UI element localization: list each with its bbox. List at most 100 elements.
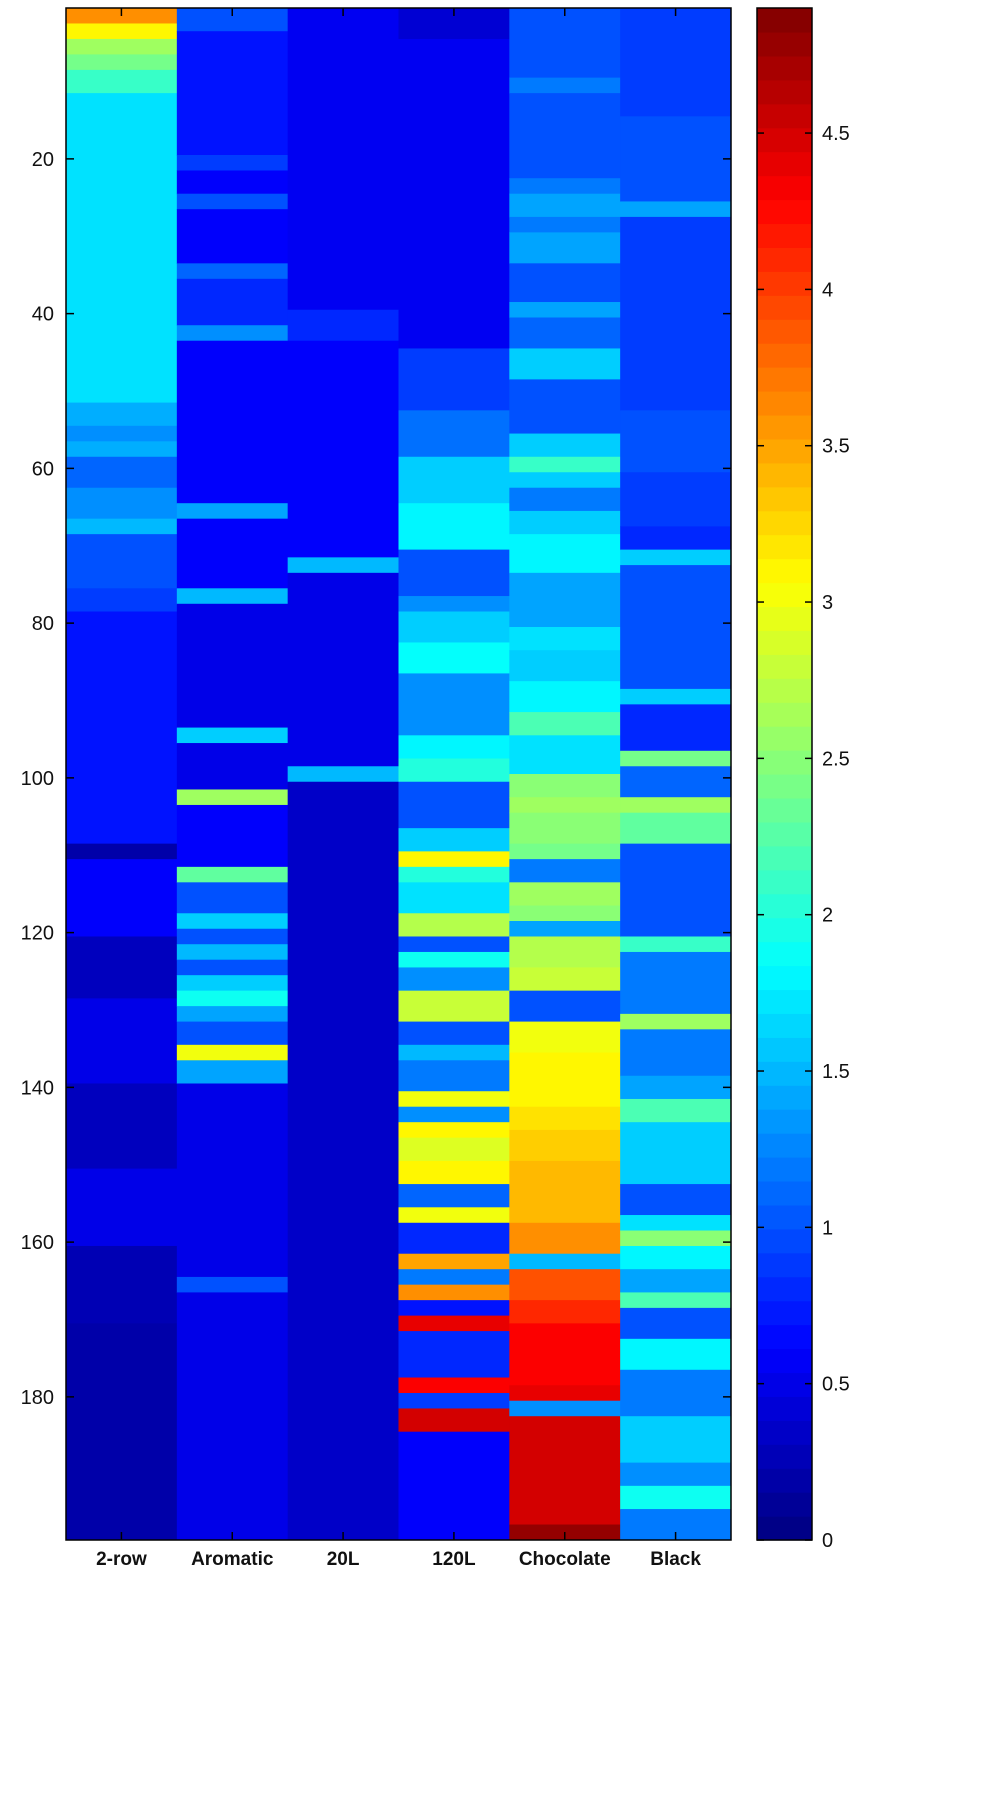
heatmap-cell bbox=[509, 1269, 621, 1301]
heatmap-cell bbox=[176, 743, 289, 790]
heatmap-cell bbox=[509, 650, 621, 682]
heatmap-cell bbox=[509, 774, 621, 798]
heatmap-cell bbox=[66, 1168, 178, 1247]
heatmap-cell bbox=[620, 951, 732, 1015]
heatmap-cell bbox=[509, 8, 621, 79]
heatmap-cell bbox=[509, 216, 621, 233]
colorbar-tick-label: 2.5 bbox=[822, 748, 850, 770]
heatmap-cell bbox=[176, 882, 289, 914]
heatmap-cell bbox=[176, 1292, 289, 1541]
heatmap-cell bbox=[620, 704, 732, 752]
colorbar-step bbox=[757, 1133, 812, 1158]
x-tick-label: 20L bbox=[327, 1549, 360, 1570]
heatmap-cell bbox=[620, 1098, 732, 1123]
heatmap-cell bbox=[620, 526, 732, 551]
colorbar-tick-label: 0 bbox=[822, 1530, 833, 1552]
heatmap-cell bbox=[176, 1083, 289, 1278]
colorbar-tick-label: 0.5 bbox=[822, 1374, 850, 1396]
heatmap-cell bbox=[509, 712, 621, 736]
colorbar-step bbox=[757, 774, 812, 799]
colorbar-step bbox=[757, 893, 812, 919]
colorbar-step bbox=[757, 1348, 812, 1374]
heatmap-cell bbox=[287, 766, 399, 783]
colorbar-step bbox=[757, 678, 812, 703]
heatmap-cell bbox=[620, 1292, 732, 1309]
heatmap-cell bbox=[176, 959, 289, 976]
colorbar-step bbox=[757, 367, 812, 392]
heatmap-cell bbox=[509, 178, 621, 195]
colorbar-step bbox=[757, 1109, 812, 1134]
heatmap-cell bbox=[398, 735, 510, 760]
heatmap-cell bbox=[176, 1060, 289, 1084]
y-tick-label: 120 bbox=[21, 923, 54, 945]
heatmap-cell bbox=[620, 1338, 732, 1371]
heatmap-cell bbox=[509, 797, 621, 814]
heatmap-cell bbox=[398, 781, 510, 829]
heatmap-cell bbox=[66, 843, 178, 860]
colorbar-step bbox=[757, 1180, 812, 1206]
heatmap-cell bbox=[176, 913, 289, 930]
heatmap-cell bbox=[509, 882, 621, 907]
heatmap-cell bbox=[176, 155, 289, 171]
x-tick-label: 2-row bbox=[96, 1549, 147, 1570]
colorbar-step bbox=[757, 247, 812, 272]
y-tick-label: 180 bbox=[21, 1387, 54, 1409]
heatmap-cell bbox=[398, 1300, 510, 1317]
colorbar: 0 0.5 1 1.5 2 2.5 3 3.5 4 4.5 bbox=[756, 7, 850, 1552]
heatmap-cell bbox=[398, 348, 510, 411]
heatmap-cell bbox=[398, 936, 510, 953]
heatmap-cell bbox=[398, 38, 510, 349]
heatmap-cell bbox=[509, 735, 621, 775]
y-tick-label: 100 bbox=[21, 768, 54, 790]
heatmap-cell bbox=[509, 1021, 621, 1054]
heatmap-cell bbox=[398, 1253, 510, 1270]
colorbar-step bbox=[757, 1276, 812, 1302]
heatmap-cell bbox=[509, 1385, 621, 1402]
colorbar-step bbox=[757, 1372, 812, 1397]
colorbar-step bbox=[757, 1013, 812, 1038]
heatmap-cell bbox=[176, 263, 289, 280]
heatmap-cell bbox=[398, 596, 510, 613]
heatmap-cell bbox=[620, 1075, 732, 1100]
heatmap-cell bbox=[66, 611, 178, 845]
heatmap-cell bbox=[66, 456, 178, 489]
y-tick-label: 160 bbox=[21, 1232, 54, 1254]
heatmap-cell bbox=[398, 1044, 510, 1061]
colorbar-tick-label: 1.5 bbox=[822, 1061, 850, 1083]
heatmap-cell bbox=[509, 681, 621, 713]
heatmap-cell bbox=[620, 812, 732, 845]
heatmap-cell bbox=[398, 851, 510, 868]
colorbar-step bbox=[757, 486, 812, 512]
heatmap-cell bbox=[509, 1184, 621, 1224]
heatmap-cell bbox=[509, 302, 621, 318]
colorbar-step bbox=[757, 103, 812, 129]
heatmap-cell bbox=[66, 23, 178, 40]
colorbar-step bbox=[757, 654, 812, 679]
colorbar-step bbox=[757, 869, 812, 895]
heatmap-cell bbox=[398, 1431, 510, 1541]
heatmap-cell bbox=[176, 340, 289, 504]
heatmap-cell bbox=[66, 38, 178, 55]
heatmap-cell bbox=[620, 216, 732, 411]
heatmap-cell bbox=[176, 944, 289, 961]
heatmap-cell bbox=[176, 603, 289, 729]
heatmap-cell bbox=[287, 572, 399, 767]
heatmap-cell bbox=[509, 487, 621, 512]
heatmap-cell bbox=[620, 1485, 732, 1510]
heatmap-cell bbox=[287, 340, 399, 558]
colorbar-step bbox=[757, 127, 812, 153]
heatmap-cell bbox=[620, 1215, 732, 1232]
colorbar-step bbox=[757, 1061, 812, 1086]
colorbar-step bbox=[757, 31, 812, 57]
heatmap-cell bbox=[509, 905, 621, 922]
heatmap-cell bbox=[398, 1160, 510, 1185]
heatmap-cell bbox=[66, 1083, 178, 1170]
heatmap-cell bbox=[176, 31, 289, 156]
colorbar-step bbox=[757, 941, 812, 967]
heatmap-cell bbox=[620, 410, 732, 473]
colorbar-step bbox=[757, 726, 812, 751]
heatmap-cell bbox=[509, 921, 621, 937]
colorbar-step bbox=[757, 750, 812, 775]
heatmap-cell bbox=[176, 975, 289, 992]
